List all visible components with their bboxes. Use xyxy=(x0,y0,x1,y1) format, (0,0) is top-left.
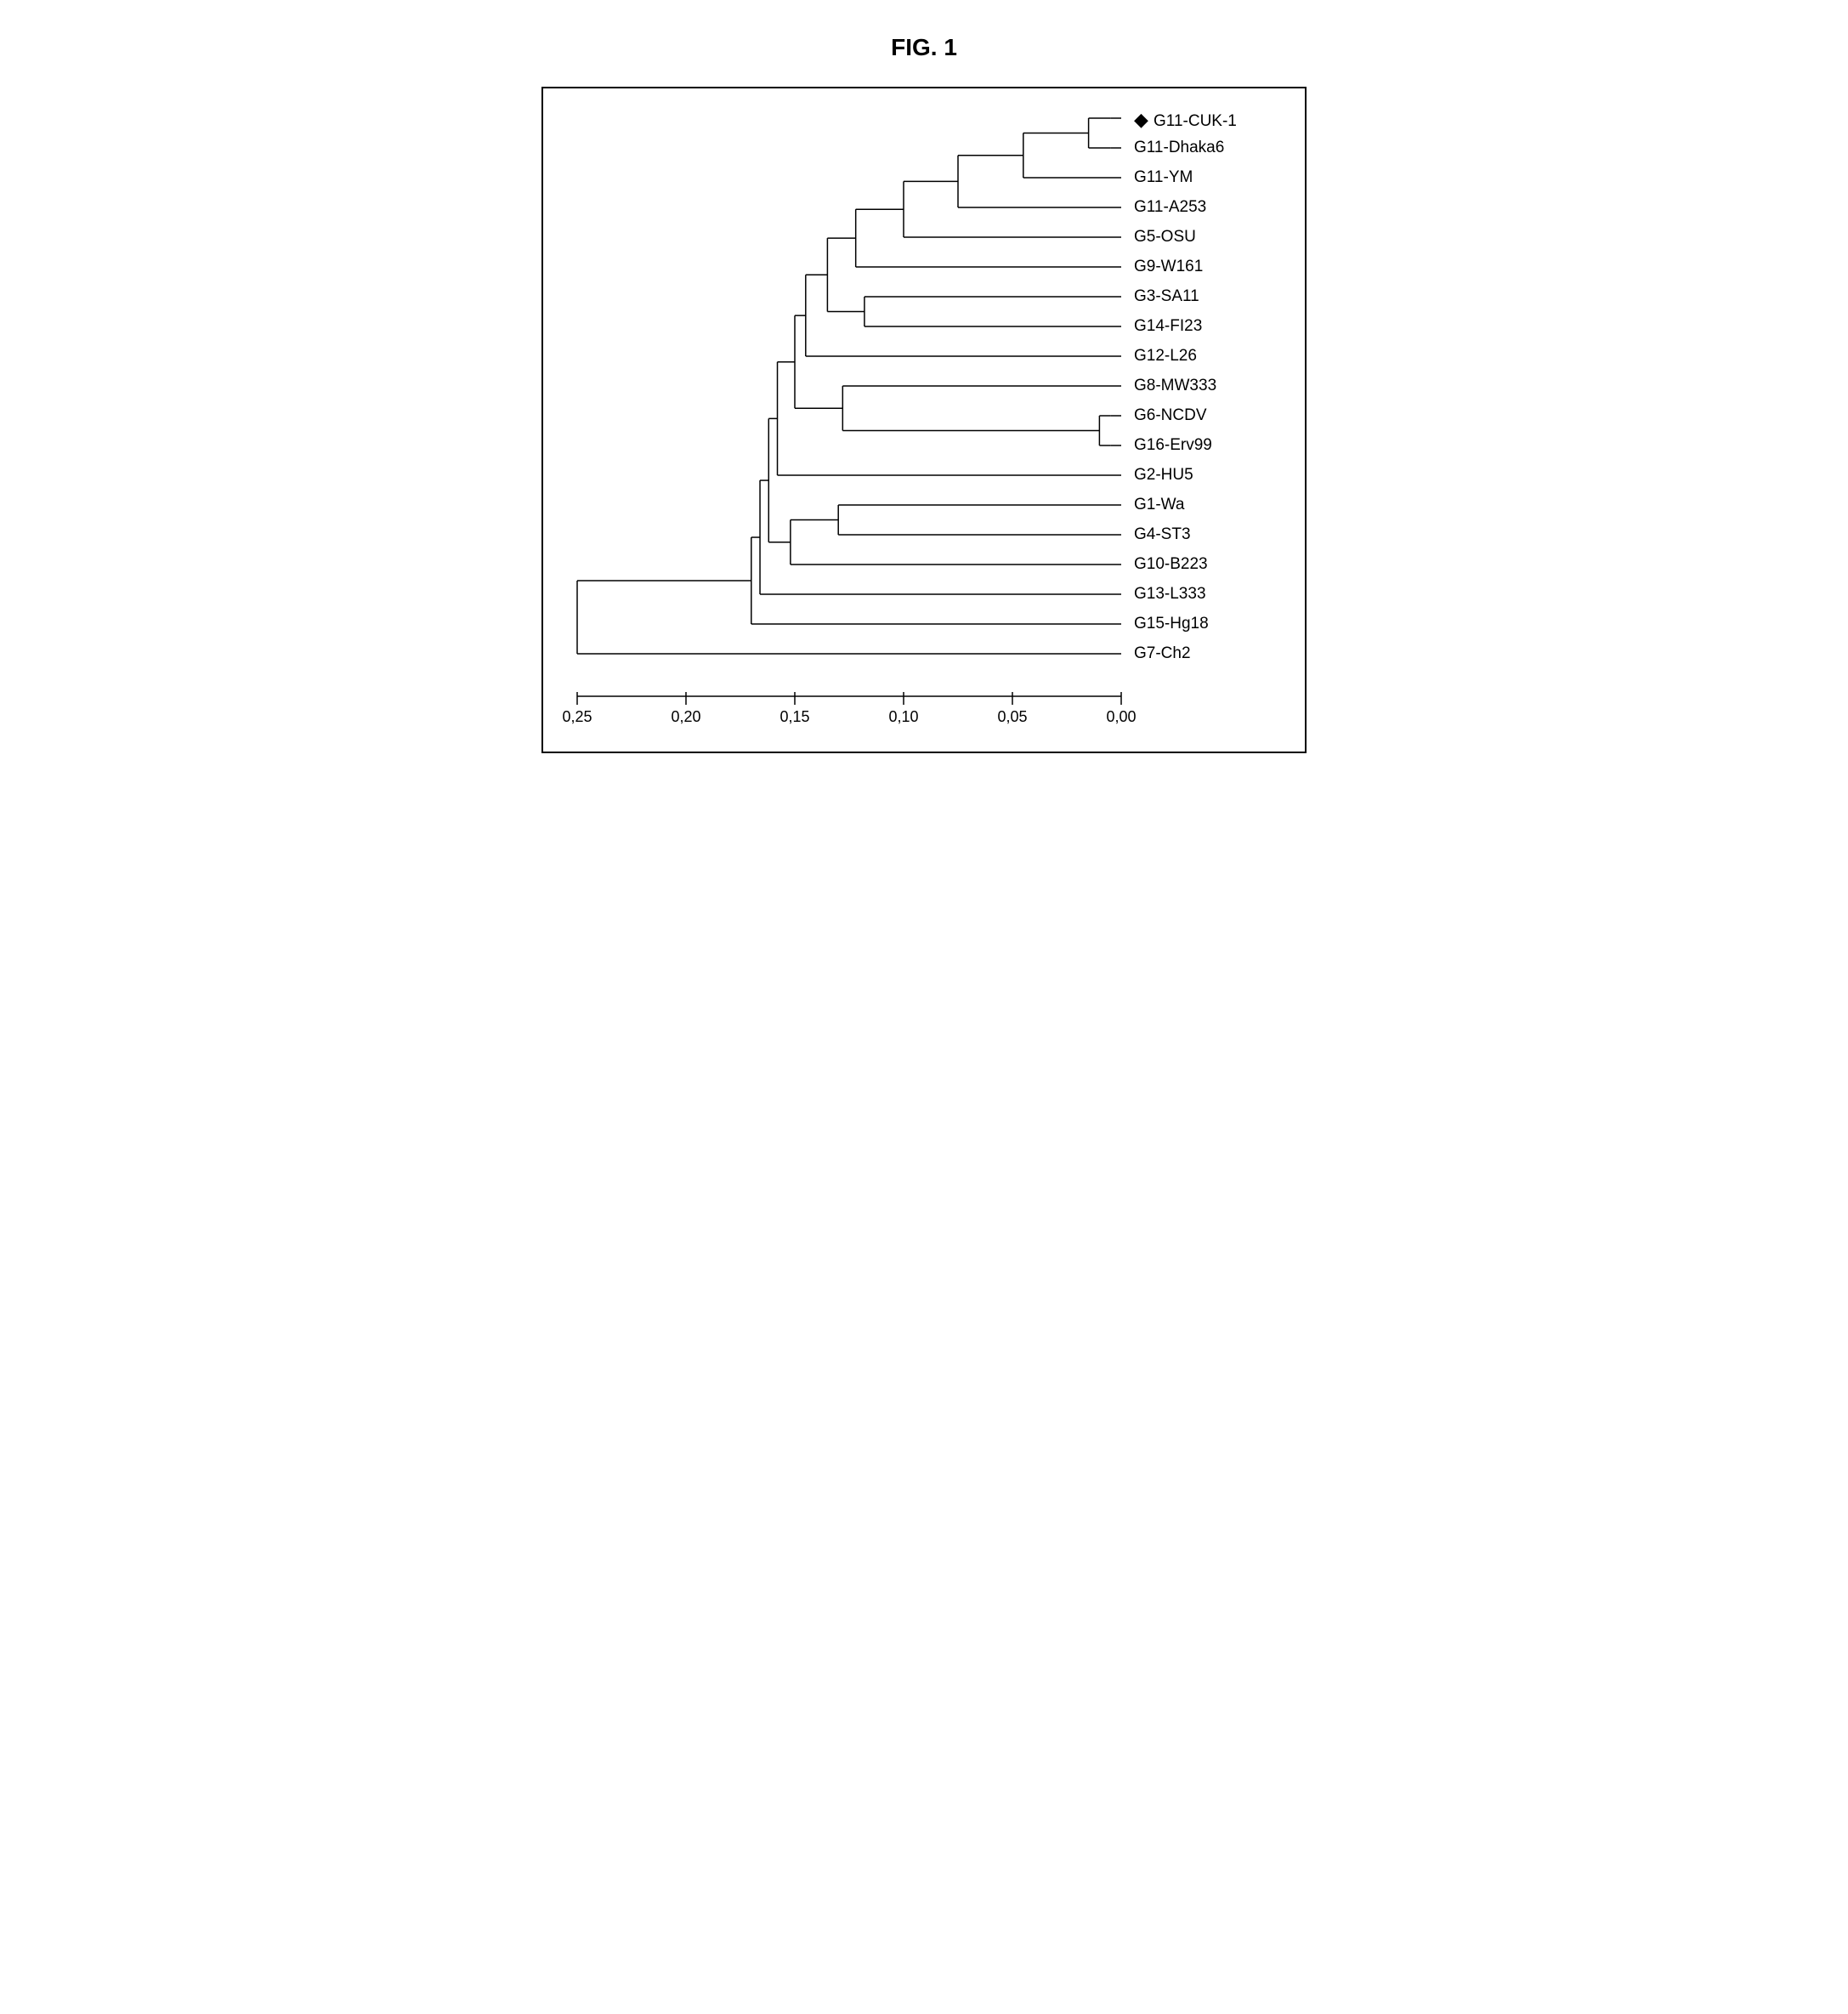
diamond-marker-icon: ◆ xyxy=(1134,109,1154,130)
leaf-label: G16-Erv99 xyxy=(1134,436,1212,455)
dendrogram-area: ◆ G11-CUK-1 G11-Dhaka6 G11-YM G11-A253 G5-OS… xyxy=(560,105,1257,684)
leaf-label-text: G16-Erv99 xyxy=(1134,436,1212,454)
axis-tick-label: 0,10 xyxy=(888,708,918,726)
axis-tick-label: 0,25 xyxy=(562,708,592,726)
leaf-label-text: G9-W161 xyxy=(1134,258,1203,275)
leaf-label: G11-YM xyxy=(1134,168,1193,187)
leaf-label-text: G11-Dhaka6 xyxy=(1134,139,1224,156)
leaf-label: G11-Dhaka6 xyxy=(1134,139,1224,157)
leaf-label: G13-L333 xyxy=(1134,585,1206,604)
leaf-label-text: G6-NCDV xyxy=(1134,406,1207,424)
leaf-label: G12-L26 xyxy=(1134,347,1197,366)
leaf-label-text: G11-YM xyxy=(1134,168,1193,186)
leaf-label-text: G5-OSU xyxy=(1134,228,1196,246)
chart-box: ◆ G11-CUK-1 G11-Dhaka6 G11-YM G11-A253 G5-OS… xyxy=(541,87,1307,753)
leaf-label: G7-Ch2 xyxy=(1134,644,1191,663)
leaf-label-text: G11-A253 xyxy=(1134,198,1206,216)
leaf-label-text: G2-HU5 xyxy=(1134,466,1193,484)
leaf-label-text: G11-CUK-1 xyxy=(1154,112,1237,130)
leaf-label-text: G3-SA11 xyxy=(1134,287,1199,305)
leaf-label: G9-W161 xyxy=(1134,258,1203,276)
axis-tick-label: 0,15 xyxy=(779,708,809,726)
leaf-label: G5-OSU xyxy=(1134,228,1196,247)
axis-tick-label: 0,05 xyxy=(997,708,1027,726)
leaf-label: G8-MW333 xyxy=(1134,377,1216,395)
leaf-label: G11-A253 xyxy=(1134,198,1206,217)
leaf-label-text: G12-L26 xyxy=(1134,347,1197,365)
leaf-label: G3-SA11 xyxy=(1134,287,1199,306)
figure-container: FIG. 1 ◆ G11-CUK-1 G11-Dhaka6 G11-YM G11-A2… xyxy=(541,34,1307,753)
figure-title: FIG. 1 xyxy=(541,34,1307,61)
leaf-label-text: G8-MW333 xyxy=(1134,377,1216,394)
leaf-label-text: G7-Ch2 xyxy=(1134,644,1191,662)
leaf-label: ◆ G11-CUK-1 xyxy=(1134,109,1237,131)
leaf-label: G1-Wa xyxy=(1134,496,1184,514)
leaf-label-text: G14-FI23 xyxy=(1134,317,1202,335)
leaf-label: G15-Hg18 xyxy=(1134,615,1209,633)
leaf-label: G2-HU5 xyxy=(1134,466,1193,485)
leaf-label-text: G10-B223 xyxy=(1134,555,1208,573)
leaf-label-text: G4-ST3 xyxy=(1134,525,1191,543)
leaf-label-text: G1-Wa xyxy=(1134,496,1184,513)
leaf-label: G6-NCDV xyxy=(1134,406,1207,425)
x-axis: 0,25 0,20 0,15 0,10 0,05 0,00 xyxy=(560,692,1257,743)
leaf-label-text: G13-L333 xyxy=(1134,585,1206,603)
axis-tick-label: 0,00 xyxy=(1106,708,1136,726)
leaf-label-text: G15-Hg18 xyxy=(1134,615,1209,633)
leaf-label: G10-B223 xyxy=(1134,555,1208,574)
leaf-label: G14-FI23 xyxy=(1134,317,1202,336)
leaf-label: G4-ST3 xyxy=(1134,525,1191,544)
axis-tick-label: 0,20 xyxy=(671,708,700,726)
